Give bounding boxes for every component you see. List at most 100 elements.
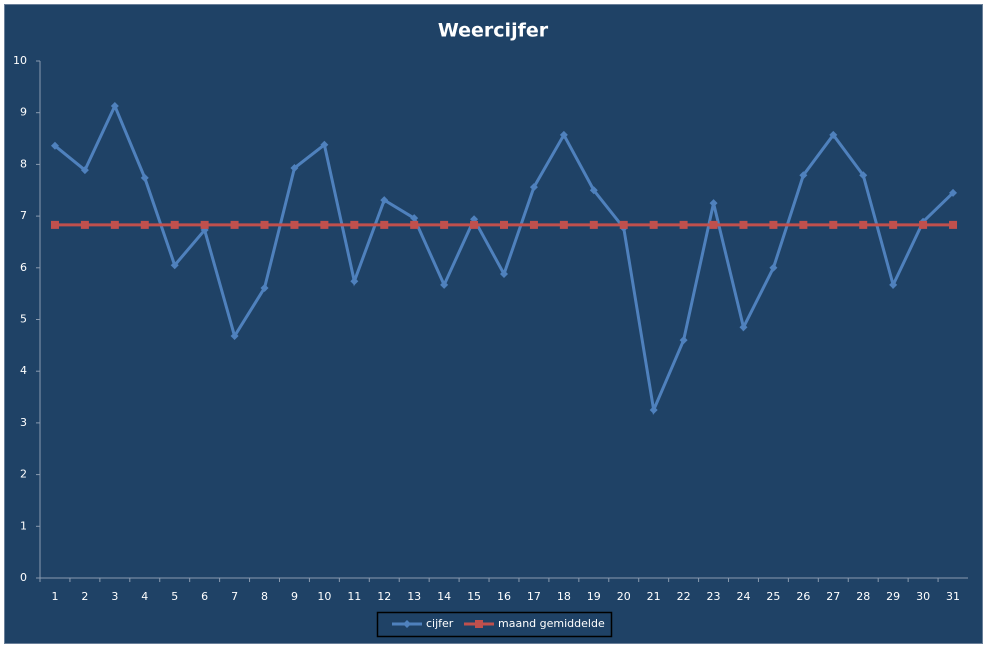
- x-tick-label: 31: [946, 590, 960, 603]
- marker: [859, 220, 868, 229]
- marker: [529, 183, 538, 192]
- x-tick-label: 5: [171, 590, 178, 603]
- marker: [380, 196, 389, 205]
- marker: [50, 141, 59, 150]
- legend: [376, 611, 613, 638]
- x-tick-label: 16: [497, 590, 511, 603]
- marker: [829, 220, 838, 229]
- marker: [475, 620, 483, 628]
- x-tick-label: 14: [437, 590, 451, 603]
- x-tick-label: 30: [916, 590, 930, 603]
- x-tick-label: 12: [377, 590, 391, 603]
- marker: [799, 171, 808, 180]
- legend-label: maand gemiddelde: [498, 617, 605, 630]
- marker: [200, 220, 209, 229]
- marker: [470, 220, 479, 229]
- x-tick-label: 1: [51, 590, 58, 603]
- marker: [709, 220, 718, 229]
- marker: [769, 220, 778, 229]
- y-tick-label: 8: [20, 157, 27, 170]
- marker: [230, 220, 239, 229]
- marker: [859, 171, 868, 180]
- x-tick-label: 9: [291, 590, 298, 603]
- y-tick-label: 4: [20, 364, 27, 377]
- x-tick-label: 29: [886, 590, 900, 603]
- y-tick-label: 3: [20, 416, 27, 429]
- marker: [679, 336, 688, 345]
- marker: [410, 220, 419, 229]
- marker: [410, 214, 419, 223]
- y-tick-label: 9: [20, 106, 27, 119]
- x-tick-label: 13: [407, 590, 421, 603]
- chart-area: [4, 4, 983, 644]
- marker: [170, 261, 179, 270]
- marker: [739, 220, 748, 229]
- marker: [500, 220, 508, 229]
- marker: [769, 263, 778, 272]
- marker: [110, 220, 119, 229]
- x-tick-label: 2: [81, 590, 88, 603]
- marker: [350, 277, 359, 286]
- y-tick-label: 2: [20, 468, 27, 481]
- chart-title: Weercijfer: [438, 20, 549, 42]
- x-tick-label: 6: [201, 590, 208, 603]
- marker: [320, 140, 329, 149]
- marker: [679, 220, 688, 229]
- x-tick-label: 15: [467, 590, 481, 603]
- marker: [260, 220, 269, 229]
- marker: [649, 405, 658, 414]
- marker: [440, 280, 449, 289]
- y-tick-label: 7: [20, 209, 27, 222]
- marker: [649, 220, 658, 229]
- x-tick-label: 3: [111, 590, 118, 603]
- y-tick-label: 5: [20, 313, 27, 326]
- marker: [829, 130, 838, 139]
- x-tick-label: 24: [736, 590, 750, 603]
- marker: [589, 186, 598, 195]
- marker: [739, 323, 748, 332]
- x-tick-label: 28: [856, 590, 870, 603]
- marker: [619, 220, 628, 229]
- marker: [440, 220, 449, 229]
- y-tick-label: 0: [20, 571, 27, 584]
- x-tick-label: 17: [527, 590, 541, 603]
- x-tick-label: 22: [677, 590, 691, 603]
- x-tick-label: 19: [587, 590, 601, 603]
- x-tick-label: 18: [557, 590, 571, 603]
- marker: [559, 130, 568, 139]
- x-tick-label: 10: [317, 590, 331, 603]
- x-tick-label: 11: [347, 590, 361, 603]
- marker: [589, 220, 598, 229]
- marker: [559, 220, 568, 229]
- x-tick-label: 8: [261, 590, 268, 603]
- marker: [500, 270, 508, 279]
- marker: [80, 166, 89, 175]
- marker: [403, 620, 411, 628]
- marker: [380, 220, 389, 229]
- marker: [260, 283, 269, 292]
- marker: [50, 220, 59, 229]
- legend-label: cijfer: [426, 617, 454, 630]
- marker: [889, 220, 898, 229]
- marker: [889, 280, 898, 289]
- marker: [170, 220, 179, 229]
- marker: [949, 188, 958, 197]
- x-tick-label: 20: [617, 590, 631, 603]
- marker: [290, 220, 299, 229]
- x-tick-label: 23: [707, 590, 721, 603]
- marker: [140, 220, 149, 229]
- marker: [230, 332, 239, 341]
- marker: [140, 173, 149, 182]
- marker: [350, 220, 359, 229]
- x-tick-label: 7: [231, 590, 238, 603]
- marker: [919, 220, 928, 229]
- marker: [320, 220, 329, 229]
- x-tick-label: 25: [766, 590, 780, 603]
- x-tick-label: 4: [141, 590, 148, 603]
- marker: [949, 220, 958, 229]
- x-tick-label: 26: [796, 590, 810, 603]
- x-tick-label: 21: [647, 590, 661, 603]
- marker: [709, 199, 718, 208]
- y-tick-label: 1: [20, 519, 27, 532]
